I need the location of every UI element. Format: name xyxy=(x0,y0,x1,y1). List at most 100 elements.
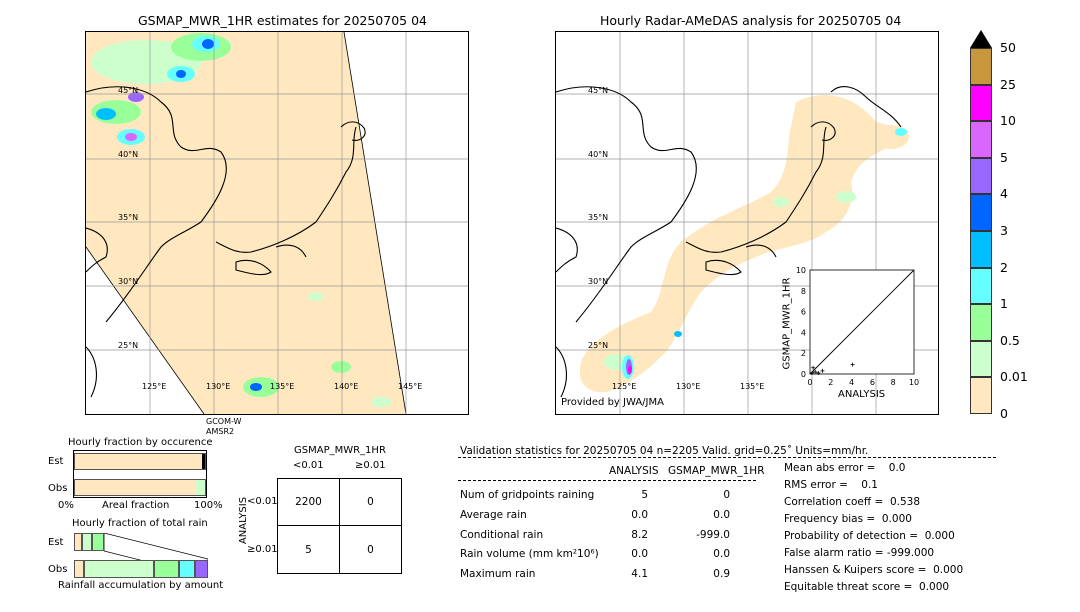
validation-header: Validation statistics for 20250705 04 n=… xyxy=(460,445,869,457)
validation-col-gsmap: GSMAP_MWR_1HR xyxy=(668,465,765,477)
rain-patches xyxy=(91,33,391,407)
satellite-label-2: AMSR2 xyxy=(206,427,235,436)
colorbar-segment xyxy=(970,304,992,341)
scatter-point xyxy=(811,365,816,370)
colorbar-tick-label: 50 xyxy=(1000,40,1016,55)
validation-row-analysis: 4.1 xyxy=(631,568,648,580)
colorbar-tick-label: 10 xyxy=(1000,113,1016,129)
colorbar-tick-label: 1 xyxy=(1000,296,1008,312)
satellite-swath xyxy=(86,32,406,414)
colorbar-tick-label: 0.5 xyxy=(1000,332,1020,348)
coastlines xyxy=(556,86,902,398)
contingency-side-label: ANALYSIS xyxy=(238,496,250,545)
validation-row-analysis: 5 xyxy=(641,489,648,501)
inset-x-tick: 6 xyxy=(870,378,875,387)
colorbar-segment xyxy=(970,157,992,195)
left-lat-40: 40°N xyxy=(118,150,139,159)
score-corr: Correlation coeff = 0.538 xyxy=(784,496,920,508)
inset-x-tick: 2 xyxy=(828,378,833,387)
left-lon-140: 140°E xyxy=(334,382,359,391)
contingency-cell-11: 0 xyxy=(339,525,402,574)
right-map-canvas xyxy=(556,32,938,414)
left-lat-35: 35°N xyxy=(118,213,139,222)
validation-col-rule xyxy=(458,480,756,481)
inset-ylabel: GSMAP_MWR_1HR xyxy=(781,277,793,370)
radar-coverage xyxy=(579,94,903,393)
colorbar-tick-label: 25 xyxy=(1000,76,1016,92)
right-map xyxy=(555,31,939,415)
contingency-cell-01: 0 xyxy=(339,478,402,526)
scatter-point xyxy=(820,368,825,373)
colorbar-tick-label: 2 xyxy=(1000,259,1008,275)
scatter-point xyxy=(850,362,855,367)
validation-row-label: Maximum rain xyxy=(460,568,536,580)
inset-y-tick: 0 xyxy=(801,370,806,379)
contingency-row-2: ≥0.01 xyxy=(247,544,278,555)
contingency-cell-00: 2200 xyxy=(277,478,340,526)
validation-row-gsmap: -999.0 xyxy=(696,529,730,541)
inset-x-tick: 10 xyxy=(909,378,919,387)
right-lat-45: 45°N xyxy=(588,86,609,95)
total-rain-xlabel: Rainfall accumulation by amount xyxy=(58,580,224,591)
validation-row-label: Rain volume (mm km²10⁶) xyxy=(460,548,599,560)
left-lon-125: 125°E xyxy=(142,382,167,391)
left-lon-130: 130°E xyxy=(206,382,231,391)
score-freq-bias: Frequency bias = 0.000 xyxy=(784,513,912,525)
colorbar: 50 25 10 5 4 3 2 1 0.5 0.01 0 xyxy=(970,28,1028,421)
colorbar-segment xyxy=(970,194,992,231)
left-map-title: GSMAP_MWR_1HR estimates for 20250705 04 xyxy=(138,13,427,28)
validation-row-analysis: 0.0 xyxy=(631,509,648,521)
score-far: False alarm ratio = -999.000 xyxy=(784,547,935,559)
inset-y-tick: 8 xyxy=(801,287,806,296)
validation-row-label: Conditional rain xyxy=(460,529,544,541)
validation-row-analysis: 0.0 xyxy=(631,548,648,560)
validation-row-gsmap: 0.0 xyxy=(713,548,730,560)
total-rain-title: Hourly fraction of total rain xyxy=(72,518,208,529)
colorbar-segment xyxy=(970,84,992,122)
total-rain-obs-bar xyxy=(74,560,208,578)
occurrence-est-bar xyxy=(74,453,206,470)
occurrence-est-label: Est xyxy=(48,456,64,467)
inset-y-tick: 10 xyxy=(796,266,806,275)
inset-y-tick: 4 xyxy=(801,328,806,337)
score-pod: Probability of detection = 0.000 xyxy=(784,530,955,542)
contingency-col-1: <0.01 xyxy=(293,460,324,471)
scatter-point xyxy=(810,370,815,375)
inset-y-tick: 2 xyxy=(801,349,806,358)
colorbar-tick-label: 0.01 xyxy=(1000,369,1028,385)
score-ets: Equitable threat score = 0.000 xyxy=(784,581,950,593)
colorbar-over-arrow xyxy=(970,30,992,48)
validation-row-label: Num of gridpoints raining xyxy=(460,489,595,501)
contingency-cell-10: 5 xyxy=(277,525,340,574)
colorbar-segment xyxy=(970,377,992,414)
left-lat-45: 45°N xyxy=(118,86,139,95)
colorbar-segment xyxy=(970,48,992,85)
colorbar-tick-label: 3 xyxy=(1000,223,1008,238)
right-lon-125: 125°E xyxy=(612,382,637,391)
right-lon-135: 135°E xyxy=(740,382,765,391)
scatter-point xyxy=(816,370,821,375)
satellite-label-1: GCOM-W xyxy=(206,417,242,426)
left-map-canvas xyxy=(86,32,468,414)
right-map-title: Hourly Radar-AMeDAS analysis for 2025070… xyxy=(600,13,902,28)
score-mae: Mean abs error = 0.0 xyxy=(784,462,906,474)
inset-x-tick: 0 xyxy=(807,378,812,387)
score-hk: Hanssen & Kuipers score = 0.000 xyxy=(784,564,964,576)
left-lon-145: 145°E xyxy=(398,382,423,391)
inset-scatter: 00 2 2 4 4 6 6 8 8 10 10 xyxy=(796,266,919,387)
validation-row-label: Average rain xyxy=(460,509,527,521)
validation-row-gsmap: 0.0 xyxy=(713,509,730,521)
left-lat-25: 25°N xyxy=(118,341,139,350)
total-rain-est-bar xyxy=(74,533,104,551)
coastlines xyxy=(86,86,366,398)
colorbar-tick-label: 4 xyxy=(1000,186,1008,202)
occurrence-x-100: 100% xyxy=(194,500,223,511)
contingency-row-1: <0.01 xyxy=(247,496,278,507)
inset-y-tick: 6 xyxy=(801,308,806,317)
validation-row-gsmap: 0 xyxy=(723,489,730,501)
occurrence-x-0: 0% xyxy=(58,500,74,511)
inset-x-tick: 4 xyxy=(849,378,854,387)
inset-x-tick: 8 xyxy=(891,378,896,387)
left-lon-135: 135°E xyxy=(270,382,295,391)
contingency-col-2: ≥0.01 xyxy=(355,460,386,471)
